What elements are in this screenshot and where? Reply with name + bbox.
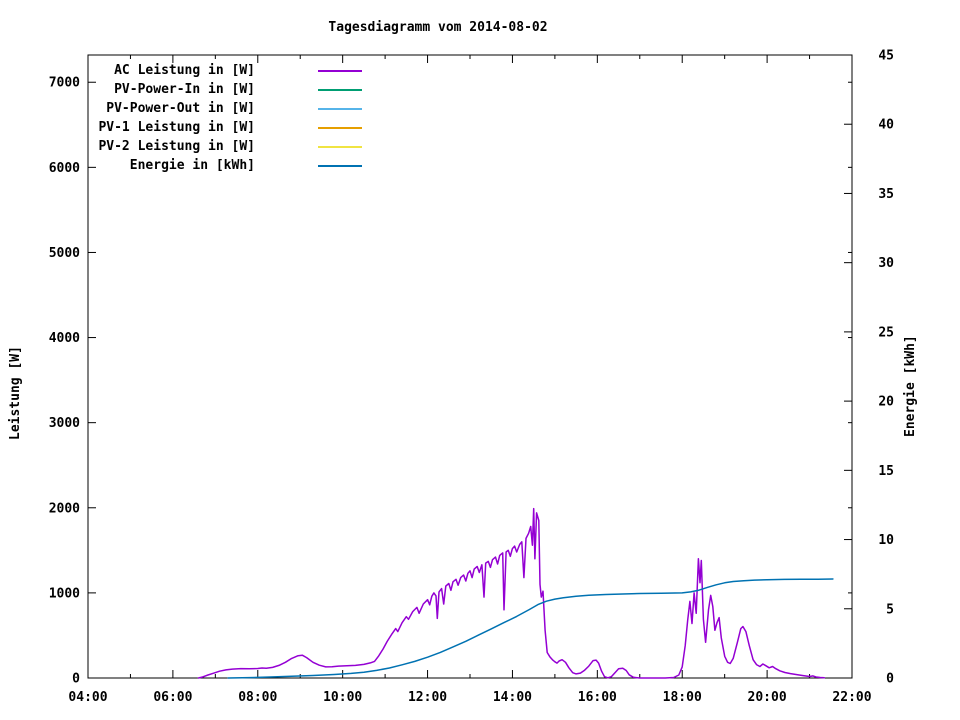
y2-tick-label: 25 bbox=[878, 325, 894, 340]
y1-tick-label: 1000 bbox=[49, 586, 80, 601]
legend-line-sample bbox=[318, 89, 362, 91]
x-tick-label: 08:00 bbox=[238, 690, 277, 705]
y1-tick-label: 7000 bbox=[49, 76, 80, 91]
chart-title: Tagesdiagramm vom 2014-08-02 bbox=[328, 20, 548, 35]
x-tick-label: 14:00 bbox=[493, 690, 532, 705]
x-tick-label: 22:00 bbox=[832, 690, 871, 705]
y2-tick-label: 20 bbox=[878, 395, 894, 410]
y2-tick-label: 5 bbox=[886, 602, 894, 617]
y1-tick-label: 3000 bbox=[49, 416, 80, 431]
x-tick-label: 18:00 bbox=[663, 690, 702, 705]
legend-line-sample bbox=[318, 146, 362, 148]
y2-tick-label: 15 bbox=[878, 464, 894, 479]
series-line-left bbox=[197, 507, 826, 679]
x-tick-label: 06:00 bbox=[153, 690, 192, 705]
legend-label: Energie in [kWh] bbox=[129, 158, 255, 173]
legend-line-sample bbox=[318, 165, 362, 167]
legend-label: AC Leistung in [W] bbox=[114, 63, 255, 78]
legend-line-sample bbox=[318, 70, 362, 72]
y1-tick-label: 5000 bbox=[49, 246, 80, 261]
legend-label: PV-Power-In in [W] bbox=[114, 82, 255, 97]
x-tick-label: 20:00 bbox=[748, 690, 787, 705]
series-line-right bbox=[227, 578, 834, 679]
legend-label: PV-Power-Out in [W] bbox=[106, 101, 255, 116]
y1-tick-label: 4000 bbox=[49, 331, 80, 346]
y2-tick-label: 10 bbox=[878, 533, 894, 548]
y2-tick-label: 0 bbox=[886, 672, 894, 687]
legend-line-sample bbox=[318, 108, 362, 110]
x-tick-label: 10:00 bbox=[323, 690, 362, 705]
left-axis-label: Leistung [W] bbox=[8, 346, 23, 440]
legend-line-sample bbox=[318, 127, 362, 129]
y2-tick-label: 45 bbox=[878, 49, 894, 64]
legend-label: PV-1 Leistung in [W] bbox=[98, 120, 255, 135]
x-tick-label: 04:00 bbox=[68, 690, 107, 705]
x-tick-label: 16:00 bbox=[578, 690, 617, 705]
right-axis-label: Energie [kWh] bbox=[903, 335, 918, 437]
y2-tick-label: 35 bbox=[878, 187, 894, 202]
x-tick-label: 12:00 bbox=[408, 690, 447, 705]
y2-tick-label: 30 bbox=[878, 256, 894, 271]
y2-tick-label: 40 bbox=[878, 118, 894, 133]
legend-label: PV-2 Leistung in [W] bbox=[98, 139, 255, 154]
y1-tick-label: 6000 bbox=[49, 161, 80, 176]
y1-tick-label: 2000 bbox=[49, 501, 80, 516]
y1-tick-label: 0 bbox=[72, 672, 80, 687]
